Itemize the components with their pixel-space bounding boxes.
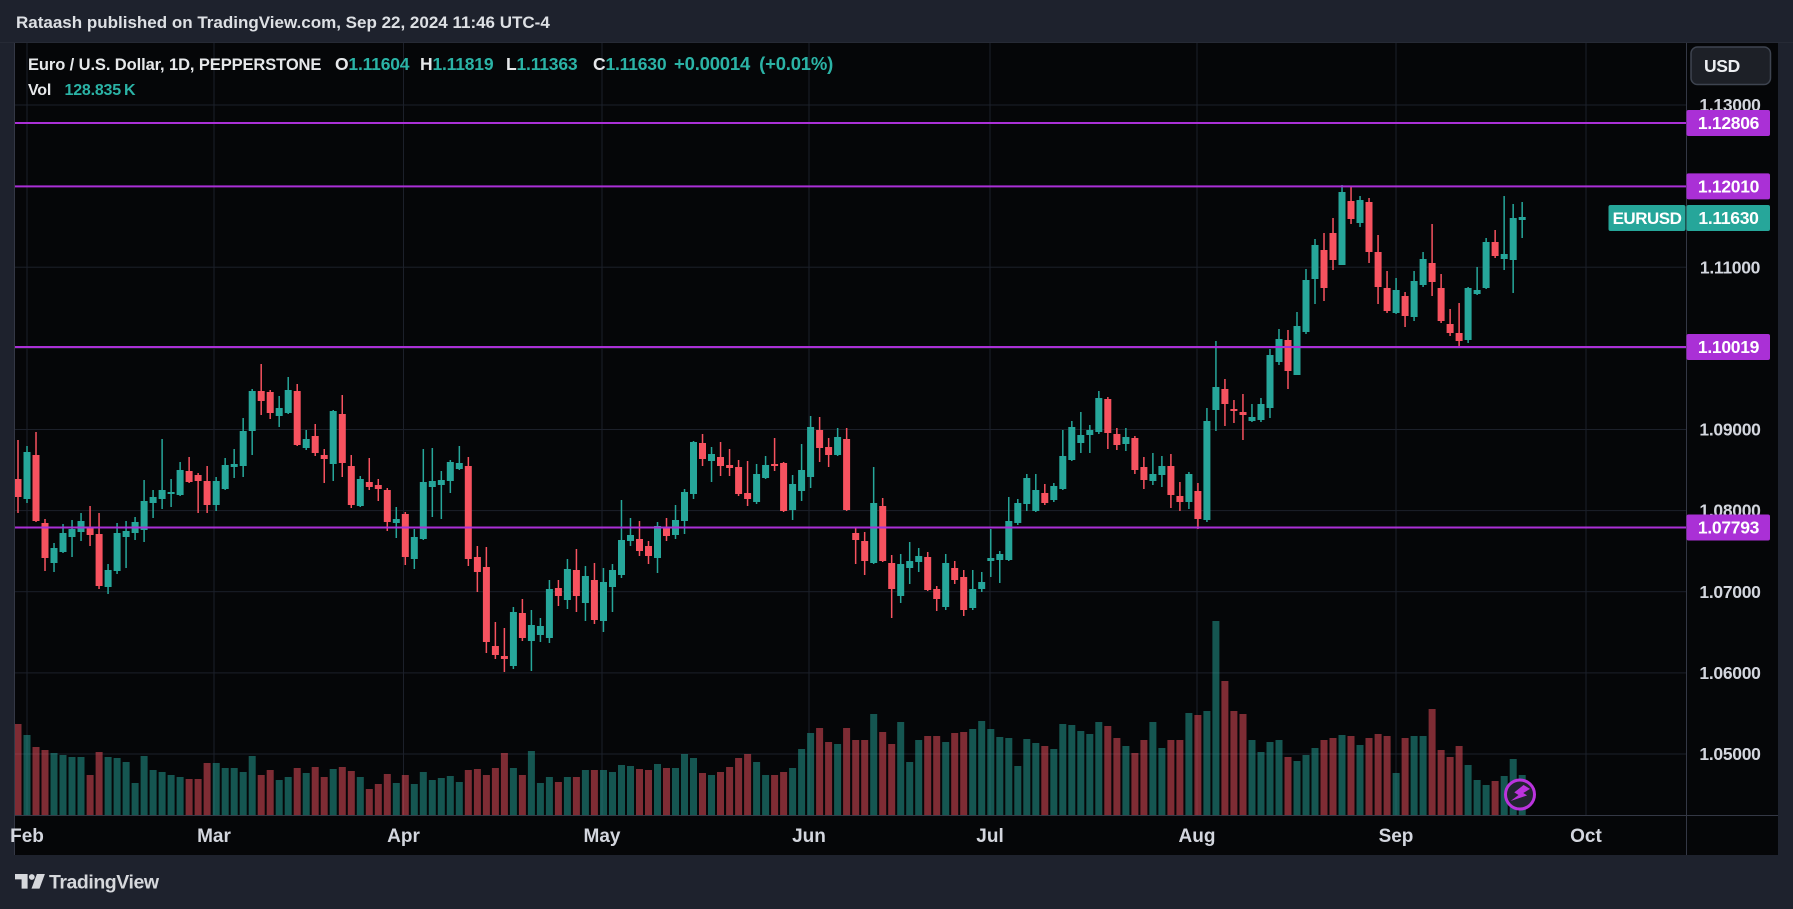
- svg-text:1.12010: 1.12010: [1698, 176, 1760, 196]
- svg-text:Oct: Oct: [1570, 826, 1602, 847]
- svg-text:USD: USD: [1704, 56, 1740, 76]
- svg-text:Vol: Vol: [28, 82, 51, 99]
- svg-text:1.12806: 1.12806: [1698, 113, 1760, 133]
- svg-text:+0.00014 (+0.01%): +0.00014 (+0.01%): [674, 53, 833, 74]
- svg-text:Jun: Jun: [792, 826, 826, 847]
- svg-text:Rataash published on TradingVi: Rataash published on TradingView.com, Se…: [16, 13, 550, 32]
- svg-text:Feb: Feb: [10, 826, 44, 847]
- svg-text:Jul: Jul: [976, 826, 1003, 847]
- svg-text:1.05000: 1.05000: [1699, 744, 1761, 764]
- svg-text:O1.11604: O1.11604: [335, 54, 410, 74]
- svg-text:C1.11630: C1.11630: [593, 54, 667, 74]
- svg-text:1.11630: 1.11630: [1698, 208, 1759, 228]
- svg-text:1.07000: 1.07000: [1699, 582, 1761, 602]
- svg-text:H1.11819: H1.11819: [420, 54, 494, 74]
- svg-text:May: May: [584, 826, 621, 847]
- svg-text:Euro / U.S. Dollar, 1D, PEPPER: Euro / U.S. Dollar, 1D, PEPPERSTONE: [28, 56, 321, 74]
- svg-text:L1.11363: L1.11363: [506, 54, 578, 74]
- svg-text:Aug: Aug: [1179, 826, 1216, 847]
- svg-text:1.09000: 1.09000: [1699, 420, 1761, 440]
- svg-text:128.835 K: 128.835 K: [65, 82, 136, 99]
- svg-text:TradingView: TradingView: [49, 872, 160, 894]
- svg-text:1.10019: 1.10019: [1698, 337, 1760, 357]
- svg-text:1.06000: 1.06000: [1699, 663, 1761, 683]
- svg-text:1.11000: 1.11000: [1700, 257, 1761, 277]
- svg-text:Sep: Sep: [1379, 826, 1414, 847]
- svg-text:1.07793: 1.07793: [1698, 518, 1760, 538]
- svg-text:Mar: Mar: [197, 826, 231, 847]
- svg-text:Apr: Apr: [387, 826, 420, 847]
- svg-text:EURUSD: EURUSD: [1613, 209, 1682, 228]
